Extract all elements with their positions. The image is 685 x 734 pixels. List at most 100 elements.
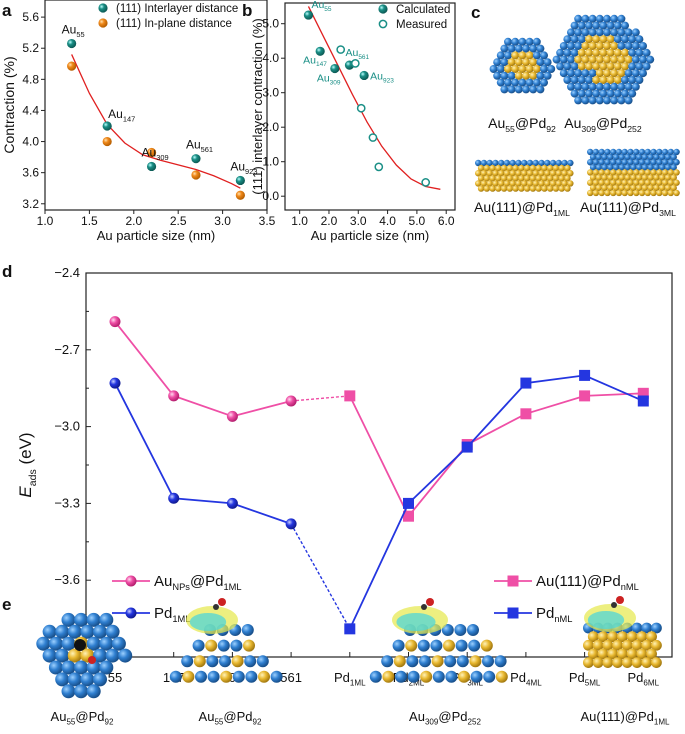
au-atom bbox=[504, 65, 512, 73]
au-atom bbox=[615, 179, 623, 186]
data-point bbox=[403, 510, 414, 522]
pd-atom bbox=[577, 89, 586, 98]
pd-atom bbox=[498, 159, 505, 167]
pd-atom bbox=[455, 639, 468, 652]
pd-atom bbox=[610, 148, 617, 156]
au-atom bbox=[603, 69, 611, 78]
data-point-measured bbox=[350, 59, 360, 68]
pd-atom bbox=[61, 612, 76, 627]
pd-atom bbox=[86, 684, 101, 699]
data-point bbox=[102, 121, 112, 131]
pd-atom bbox=[192, 639, 205, 652]
au-atom bbox=[627, 179, 634, 186]
au-atom bbox=[653, 184, 660, 192]
au-atom bbox=[483, 164, 491, 172]
au-atom bbox=[603, 42, 611, 50]
pd-atom bbox=[664, 153, 672, 161]
pd-atom bbox=[670, 164, 677, 171]
pd-atom bbox=[475, 159, 482, 167]
pd-atom bbox=[559, 69, 568, 78]
point-label: Au561​ bbox=[186, 138, 213, 154]
au-atom bbox=[664, 184, 672, 192]
pd-atom bbox=[639, 42, 647, 50]
au-atom bbox=[518, 164, 525, 172]
pd-atom bbox=[621, 76, 629, 84]
au-atom bbox=[617, 69, 626, 78]
au-atom bbox=[592, 189, 600, 197]
chart-a: 1.0 1.5 2.0 2.5 3.0 3.5 3.2 3.6 4.0 4.4 4.8 5.2 5.6 A… bbox=[1, 0, 276, 243]
au-atom bbox=[523, 175, 531, 182]
pd-atom bbox=[486, 159, 493, 167]
y-tick-label: −2.4 bbox=[54, 265, 80, 280]
au-atom bbox=[475, 170, 482, 177]
pd-atom bbox=[48, 660, 63, 675]
pd-atom bbox=[610, 14, 619, 23]
pd-atom bbox=[641, 164, 649, 171]
au-atom bbox=[617, 631, 628, 643]
au-atom bbox=[592, 657, 604, 668]
pd-atom bbox=[61, 684, 76, 699]
au-atom bbox=[585, 62, 593, 71]
text: Au(111)@Pd bbox=[580, 199, 659, 215]
pd-atom bbox=[514, 44, 523, 53]
pd-atom bbox=[67, 624, 82, 639]
pd-atom bbox=[503, 159, 511, 167]
au-atom bbox=[514, 58, 523, 67]
au-atom bbox=[512, 175, 519, 182]
pd-atom bbox=[563, 35, 572, 44]
point-label: Au55​ bbox=[62, 23, 85, 39]
subscript: 3ML bbox=[467, 679, 483, 688]
pd-atom bbox=[613, 35, 622, 44]
data-point-measured bbox=[368, 133, 378, 142]
subscript: 92 bbox=[546, 124, 556, 134]
au-atom bbox=[564, 185, 571, 192]
au-atom bbox=[486, 170, 493, 177]
text: Au bbox=[370, 70, 383, 82]
au-atom bbox=[667, 179, 675, 186]
pd-atom bbox=[612, 153, 620, 161]
pd-atom bbox=[577, 35, 586, 44]
subscript: 1ML bbox=[654, 718, 670, 727]
text: Pd bbox=[334, 670, 350, 685]
point-label: Au309​ bbox=[142, 145, 169, 161]
au-atom bbox=[541, 175, 548, 182]
pd-atom bbox=[570, 35, 579, 44]
pd-atom bbox=[99, 612, 114, 627]
au-atom bbox=[477, 185, 485, 192]
x-tick-label: 6.0 bbox=[438, 214, 455, 228]
au-atom bbox=[525, 51, 534, 60]
pd-atom bbox=[595, 96, 604, 105]
au-atom bbox=[644, 169, 651, 176]
pd-atom bbox=[603, 82, 611, 91]
au-atom bbox=[581, 42, 590, 50]
au-atom bbox=[618, 184, 626, 192]
au-atom bbox=[630, 184, 637, 192]
pd-atom bbox=[93, 648, 107, 663]
text: Pd bbox=[510, 670, 526, 685]
pd-atom bbox=[538, 159, 545, 167]
pd-atom bbox=[631, 28, 640, 37]
pd-atom bbox=[99, 660, 114, 675]
pd-atom bbox=[618, 164, 626, 171]
au-atom bbox=[656, 179, 663, 186]
au-atom bbox=[598, 179, 605, 186]
pd-atom bbox=[552, 55, 561, 64]
au-atom bbox=[547, 175, 554, 182]
pd-atom bbox=[445, 670, 458, 683]
au-atom bbox=[638, 169, 646, 176]
pd-atom bbox=[631, 622, 643, 634]
pd-atom bbox=[514, 85, 523, 94]
adsorbate-atom bbox=[213, 604, 219, 610]
au-atom bbox=[182, 670, 195, 683]
au-atom bbox=[205, 639, 218, 652]
subscript: 561 bbox=[358, 54, 369, 61]
pd-atom bbox=[617, 42, 626, 50]
au-atom bbox=[621, 639, 633, 651]
structure-label: Au55​@Pd92​ bbox=[199, 709, 262, 727]
au-atom bbox=[549, 180, 557, 187]
au-atom bbox=[583, 639, 594, 651]
au-atom bbox=[506, 175, 514, 182]
au-atom bbox=[650, 169, 657, 176]
x-tick-label: Pd5ML​ bbox=[569, 670, 601, 688]
pd-atom bbox=[588, 28, 597, 37]
